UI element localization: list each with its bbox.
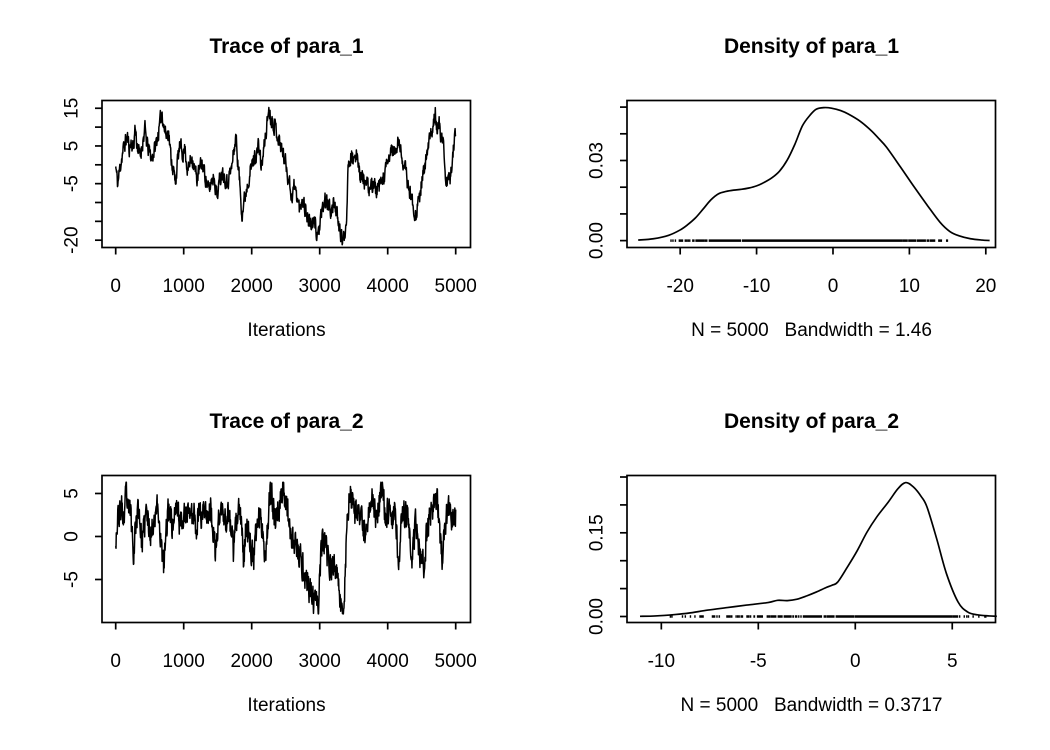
x-tick-label: 0 (828, 276, 839, 297)
plot-title: Trace of para_1 (209, 35, 364, 58)
x-tick-label: 2000 (231, 276, 273, 297)
x-tick-label: 4000 (367, 276, 409, 297)
x-tick-label: -10 (648, 651, 675, 672)
panel-trace-para-1: 0 1000 2000 3000 4000 5000 -20 -5 5 15 Trace of p… (0, 0, 525, 375)
x-tick-label: 5 (947, 651, 958, 672)
y-tick-label: 0.00 (587, 222, 608, 259)
plot-box (101, 474, 472, 624)
x-tick-label: 3000 (299, 651, 341, 672)
x-tick-label: 5000 (435, 651, 477, 672)
density-para-1-plot: -20 -10 0 10 20 0.00 0.03 (587, 99, 997, 297)
y-tick-label: 15 (62, 98, 83, 119)
trace-para-2-plot: 0 1000 2000 3000 4000 5000 -5 0 5 (62, 474, 477, 672)
density-caption: N = 5000 Bandwidth = 1.46 (691, 320, 932, 341)
panel-trace-para-2: 0 1000 2000 3000 4000 5000 -5 0 5 Trace of para_… (0, 375, 525, 750)
plot-box (626, 474, 997, 624)
x-tick-label: -20 (666, 276, 693, 297)
y-tick-label: 5 (62, 141, 83, 152)
density-curve (639, 481, 997, 618)
plot-title: Trace of para_2 (209, 410, 364, 433)
x-tick-label: 0 (110, 276, 121, 297)
x-tick-label: 0 (110, 651, 121, 672)
x-tick-label: 10 (899, 276, 920, 297)
rug-points (669, 615, 987, 618)
x-tick-label: 2000 (231, 651, 273, 672)
y-tick-label: 0 (62, 531, 83, 542)
x-tick-label: 4000 (367, 651, 409, 672)
x-tick-label: 0 (850, 651, 861, 672)
trace-para-1-plot: 0 1000 2000 3000 4000 5000 -20 -5 5 15 (62, 98, 477, 297)
panel-density-para-1: -20 -10 0 10 20 0.00 0.03 Density of para_1 N … (525, 0, 1050, 375)
y-tick-label: 5 (62, 488, 83, 499)
x-tick-label: 20 (975, 276, 996, 297)
y-tick-label: 0.00 (587, 598, 608, 635)
density-caption: N = 5000 Bandwidth = 0.3717 (680, 695, 943, 716)
density-curve (638, 106, 990, 242)
panel-density-para-2: -10 -5 0 5 0.00 0.15 Density of para_2 N = 50… (525, 375, 1050, 750)
plot-box (101, 99, 472, 249)
x-tick-label: -10 (743, 276, 770, 297)
y-tick-label: -20 (62, 226, 83, 253)
x-tick-label: 3000 (299, 276, 341, 297)
x-tick-label: 5000 (435, 276, 477, 297)
plot-title: Density of para_1 (723, 35, 900, 58)
x-tick-label: 1000 (163, 651, 205, 672)
x-tick-label: -5 (750, 651, 767, 672)
plot-title: Density of para_2 (723, 410, 900, 433)
x-axis-label: Iterations (247, 320, 326, 341)
rug-points (670, 239, 949, 242)
density-para-2-plot: -10 -5 0 5 0.00 0.15 (587, 474, 997, 672)
trace-line (114, 106, 457, 246)
y-tick-label: -5 (62, 175, 83, 192)
y-tick-label: 0.15 (587, 514, 608, 551)
x-axis-label: Iterations (247, 695, 326, 716)
plot-box (626, 99, 997, 249)
y-tick-label: -5 (62, 571, 83, 588)
trace-line (114, 481, 457, 615)
x-tick-label: 1000 (163, 276, 205, 297)
y-tick-label: 0.03 (587, 142, 608, 179)
